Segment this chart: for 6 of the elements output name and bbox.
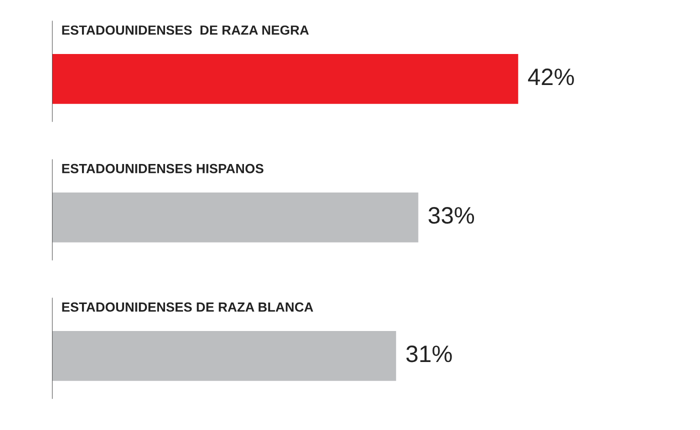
data-label: 42% <box>528 68 574 86</box>
y-tick-label: ESTADOUNIDENSES DE RAZA BLANCA <box>62 302 314 312</box>
data-label: 33% <box>428 207 474 224</box>
data-label: 31% <box>406 346 452 362</box>
y-tick-label: ESTADOUNIDENSES DE RAZA NEGRA <box>62 25 309 35</box>
y-tick-label: ESTADOUNIDENSES HISPANOS <box>62 164 264 174</box>
